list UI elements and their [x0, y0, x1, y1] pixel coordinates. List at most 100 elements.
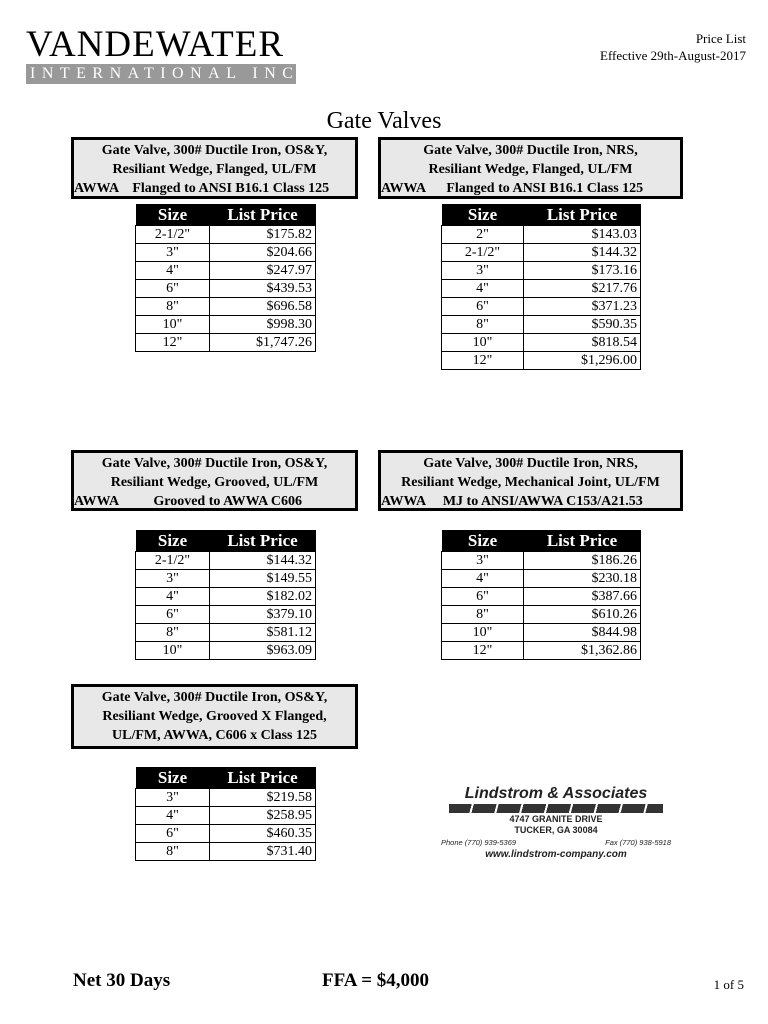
size-cell: 2-1/2" [135, 225, 210, 244]
price-cell: $696.58 [209, 297, 316, 316]
table-header-row: Size List Price [135, 530, 316, 552]
table-row: 2-1/2" $144.32 [441, 243, 641, 262]
price-cell: $173.16 [523, 261, 641, 280]
size-cell: 3" [441, 261, 524, 280]
table-row: 4" $230.18 [441, 569, 641, 588]
table-row: 12" $1,747.26 [135, 333, 316, 352]
size-cell: 8" [135, 297, 210, 316]
price-cell: $387.66 [523, 587, 641, 606]
size-cell: 10" [441, 333, 524, 352]
size-cell: 3" [441, 551, 524, 570]
logo-main-text: VANDEWATER [26, 24, 285, 65]
table-row: 4" $247.97 [135, 261, 316, 280]
table-row: 10" $998.30 [135, 315, 316, 334]
table-row: 12" $1,296.00 [441, 351, 641, 370]
table-header-row: Size List Price [441, 530, 641, 552]
page-title: Gate Valves [326, 108, 442, 134]
price-cell: $186.26 [523, 551, 641, 570]
price-cell: $217.76 [523, 279, 641, 298]
rep-name: Lindstrom & Associates [464, 785, 648, 802]
price-cell: $1,362.86 [523, 641, 641, 660]
table-row: 4" $217.76 [441, 279, 641, 298]
section-header-line: AWWA Grooved to AWWA C606 [74, 494, 303, 509]
table-row: 8" $590.35 [441, 315, 641, 334]
price-cell: $818.54 [523, 333, 641, 352]
payment-terms: Net 30 Days [73, 970, 171, 991]
table-row: 4" $182.02 [135, 587, 316, 606]
table-row: 10" $844.98 [441, 623, 641, 642]
rep-city: TUCKER, GA 30084 [514, 825, 598, 835]
table-header-row: Size List Price [135, 204, 316, 226]
section-header-line: AWWA Flanged to ANSI B16.1 Class 125 [381, 181, 644, 196]
size-cell: 10" [135, 315, 210, 334]
table-row: 8" $696.58 [135, 297, 316, 316]
price-cell: $731.40 [209, 842, 316, 861]
size-cell: 8" [135, 842, 210, 861]
section-header-box: Gate Valve, 300# Ductile Iron, OS&Y, Resi… [71, 450, 358, 511]
section-header-line: Resiliant Wedge, Mechanical Joint, UL/FM [401, 475, 660, 490]
lindstrom-business-card: Lindstrom & Associates 4747 GRANITE DRIV… [437, 785, 675, 869]
price-cell: $258.95 [209, 806, 316, 825]
size-cell: 12" [135, 333, 210, 352]
size-cell: 6" [441, 297, 524, 316]
size-cell: 10" [135, 641, 210, 660]
table-row: 10" $818.54 [441, 333, 641, 352]
size-cell: 10" [441, 623, 524, 642]
table-row: 6" $387.66 [441, 587, 641, 606]
section-header-line: Gate Valve, 300# Ductile Iron, OS&Y, [101, 143, 328, 158]
price-cell: $219.58 [209, 788, 316, 807]
section-header-line: Resiliant Wedge, Flanged, UL/FM [112, 162, 317, 177]
price-table: Size List Price 2-1/2" $144.32 3" $149.55 4" $1… [135, 530, 316, 660]
price-column-header: List Price [523, 530, 641, 552]
price-column-header: List Price [209, 204, 316, 226]
price-cell: $581.12 [209, 623, 316, 642]
size-cell: 8" [441, 315, 524, 334]
table-row: 6" $460.35 [135, 824, 316, 843]
section-header-box: Gate Valve, 300# Ductile Iron, NRS, Resil… [378, 450, 683, 511]
price-column-header: List Price [209, 530, 316, 552]
size-cell: 2" [441, 225, 524, 244]
price-table: Size List Price 3" $186.26 4" $230.18 6" $387.6… [441, 530, 641, 660]
price-cell: $204.66 [209, 243, 316, 262]
rep-website: www.lindstrom-company.com [485, 849, 627, 860]
table-row: 3" $149.55 [135, 569, 316, 588]
section-header-line: Resiliant Wedge, Grooved, UL/FM [110, 475, 319, 490]
table-row: 6" $371.23 [441, 297, 641, 316]
price-cell: $610.26 [523, 605, 641, 624]
price-column-header: List Price [209, 767, 316, 789]
size-cell: 4" [441, 279, 524, 298]
size-column-header: Size [135, 530, 210, 552]
size-cell: 6" [135, 279, 210, 298]
section-header-box: Gate Valve, 300# Ductile Iron, OS&Y, Resi… [71, 684, 358, 749]
doc-type: Price List [695, 31, 746, 46]
size-cell: 6" [135, 824, 210, 843]
price-cell: $439.53 [209, 279, 316, 298]
size-cell: 2-1/2" [135, 551, 210, 570]
size-cell: 8" [135, 623, 210, 642]
price-cell: $460.35 [209, 824, 316, 843]
section-header-line: Gate Valve, 300# Ductile Iron, OS&Y, [101, 456, 328, 471]
table-row: 3" $173.16 [441, 261, 641, 280]
size-cell: 4" [135, 587, 210, 606]
section-header-line: AWWA MJ to ANSI/AWWA C153/A21.53 [381, 494, 643, 509]
price-cell: $998.30 [209, 315, 316, 334]
table-row: 2-1/2" $175.82 [135, 225, 316, 244]
size-cell: 2-1/2" [441, 243, 524, 262]
rep-street: 4747 GRANITE DRIVE [509, 814, 603, 824]
price-cell: $175.82 [209, 225, 316, 244]
price-cell: $143.03 [523, 225, 641, 244]
price-table: Size List Price 2-1/2" $175.82 3" $204.66 4" $2… [135, 204, 316, 352]
size-cell: 3" [135, 788, 210, 807]
table-row: 8" $731.40 [135, 842, 316, 861]
table-row: 6" $439.53 [135, 279, 316, 298]
size-column-header: Size [135, 204, 210, 226]
section-header-line: UL/FM, AWWA, C606 x Class 125 [112, 728, 317, 743]
table-row: 3" $204.66 [135, 243, 316, 262]
price-cell: $149.55 [209, 569, 316, 588]
table-row: 12" $1,362.86 [441, 641, 641, 660]
size-cell: 4" [135, 806, 210, 825]
section-header-line: Resiliant Wedge, Grooved X Flanged, [102, 709, 327, 724]
price-column-header: List Price [523, 204, 641, 226]
table-row: 4" $258.95 [135, 806, 316, 825]
section-header-box: Gate Valve, 300# Ductile Iron, NRS, Resil… [378, 137, 683, 199]
